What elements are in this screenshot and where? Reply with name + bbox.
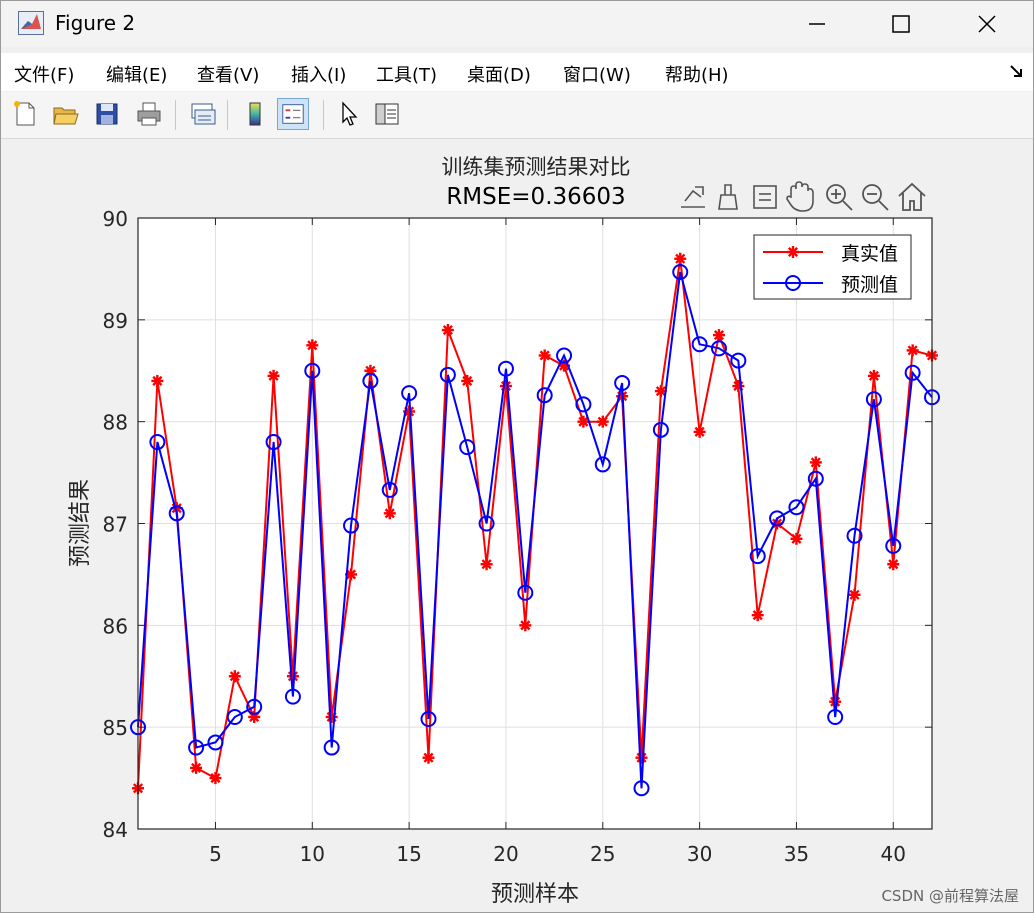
zoom-out-icon[interactable] [862, 184, 889, 211]
insert-colorbar-icon [249, 102, 261, 126]
menu-file[interactable]: 文件(F) [14, 65, 75, 86]
toolbar-separator [323, 100, 324, 130]
print-button[interactable] [133, 98, 165, 130]
menu-tools[interactable]: 工具(T) [376, 65, 438, 86]
matlab-logo-icon [18, 11, 44, 35]
maximize-button[interactable] [867, 1, 935, 47]
chart-title: 训练集预测结果对比 [441, 155, 631, 179]
export-icon[interactable] [681, 186, 705, 208]
maximize-icon [892, 15, 910, 33]
insert-legend-button[interactable] [277, 98, 309, 130]
pan-icon[interactable] [786, 181, 814, 212]
property-inspector-icon [375, 103, 399, 125]
watermark-text: CSDN @前程算法屋 [881, 887, 1019, 905]
new-figure-icon [14, 101, 35, 126]
figure-toolbar [1, 92, 1033, 139]
window-title: Figure 2 [55, 11, 136, 35]
insert-legend-icon [282, 104, 304, 124]
chart-subtitle: RMSE=0.36603 [446, 184, 626, 210]
print-icon [137, 102, 161, 126]
toolbar-separator [227, 100, 228, 130]
link-plot-icon [191, 103, 216, 125]
title-bar: Figure 2 [1, 1, 1033, 47]
minimize-icon [809, 23, 825, 25]
minimize-button[interactable] [783, 1, 851, 47]
save-button[interactable] [91, 98, 123, 130]
menu-desktop[interactable]: 桌面(D) [467, 65, 531, 86]
zoom-in-icon[interactable] [826, 184, 853, 211]
axes-toolbar [677, 179, 933, 215]
brush-icon[interactable] [718, 184, 738, 210]
menu-help[interactable]: 帮助(H) [665, 65, 729, 86]
save-icon [96, 103, 118, 125]
new-figure-button[interactable] [9, 98, 41, 130]
property-inspector-button[interactable] [371, 98, 403, 130]
insert-colorbar-button[interactable] [239, 98, 271, 130]
menu-bar: 文件(F) 编辑(E) 查看(V) 插入(I) 工具(T) 桌面(D) 窗口(W… [1, 53, 1033, 91]
link-plot-button[interactable] [187, 98, 219, 130]
menu-view[interactable]: 查看(V) [197, 65, 260, 86]
figure-canvas-area [1, 139, 1033, 912]
open-file-button[interactable] [49, 98, 81, 130]
toolbar-separator [175, 100, 176, 130]
dock-arrow-icon[interactable] [1009, 64, 1023, 78]
menu-edit[interactable]: 编辑(E) [106, 65, 168, 86]
open-file-icon [53, 107, 79, 125]
menu-window[interactable]: 窗口(W) [563, 65, 631, 86]
data-tips-icon[interactable] [753, 185, 777, 209]
axes-toolbar-icons [681, 181, 926, 212]
close-icon [978, 15, 996, 33]
edit-plot-arrow-icon [342, 101, 358, 126]
home-icon[interactable] [898, 182, 926, 211]
close-button[interactable] [953, 1, 1021, 47]
edit-plot-button[interactable] [333, 98, 365, 130]
menu-insert[interactable]: 插入(I) [291, 65, 347, 86]
